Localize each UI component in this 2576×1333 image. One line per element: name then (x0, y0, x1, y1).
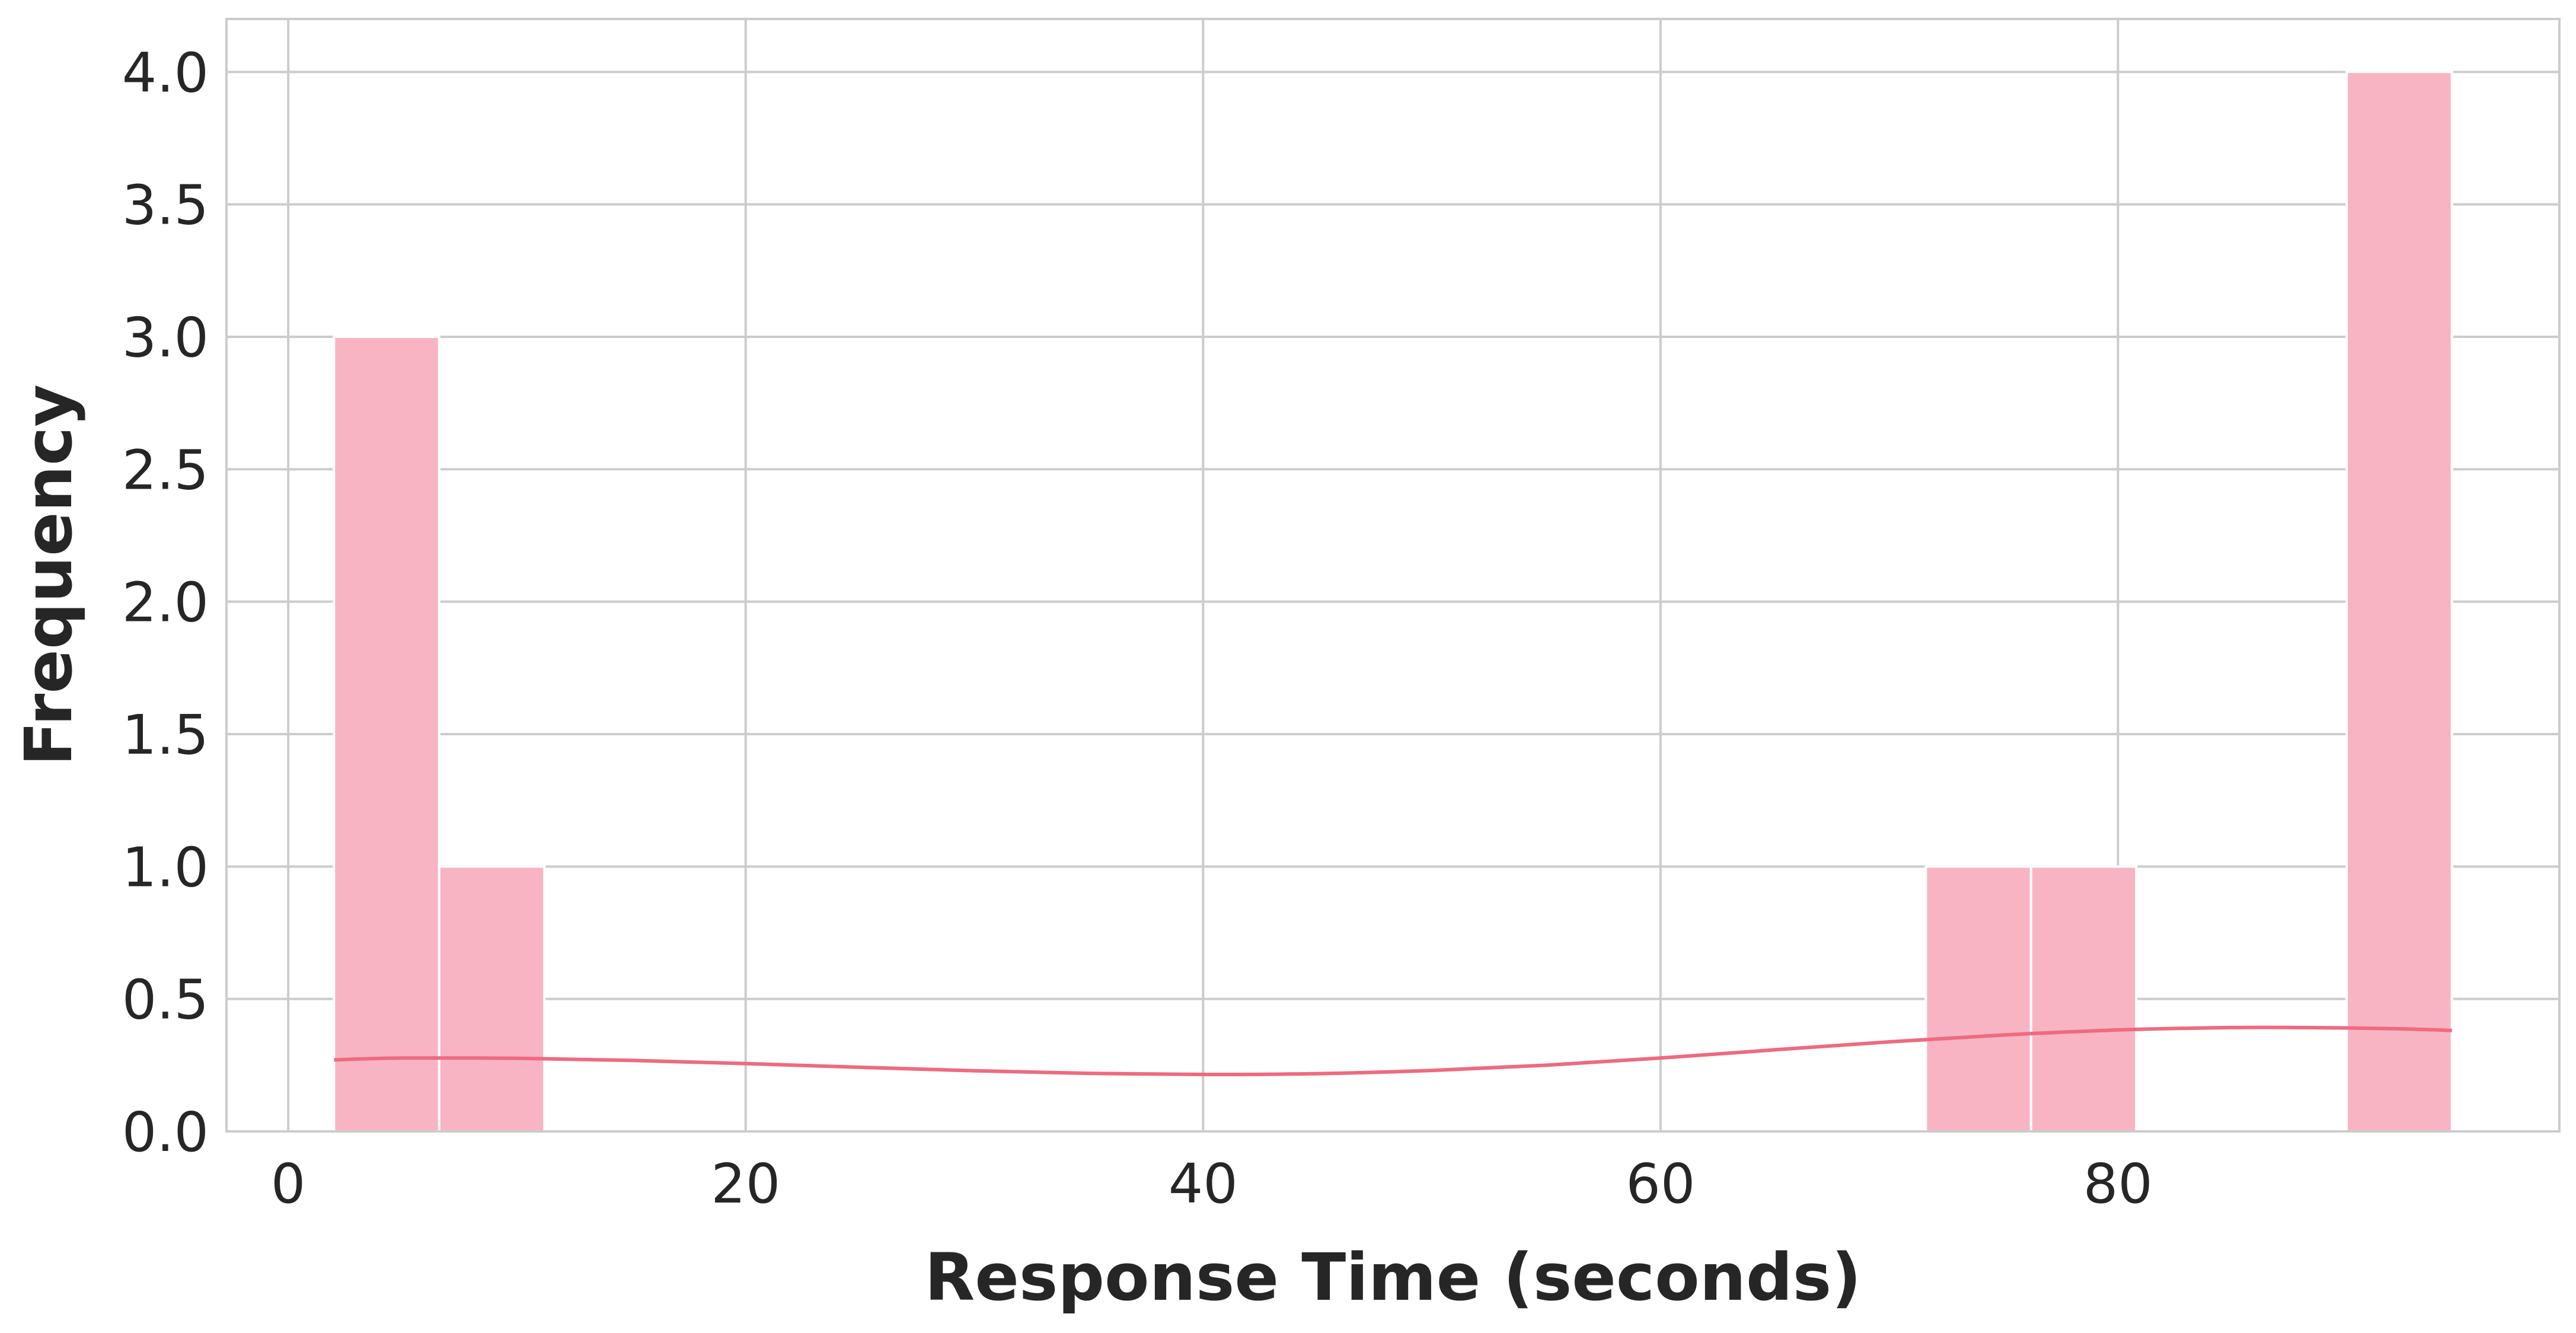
x-tick-label-20: 20 (711, 1152, 780, 1216)
y-tick-label-4.0: 4.0 (122, 41, 209, 104)
kde-line-layer (334, 1025, 2452, 1076)
y-tick-label-3.5: 3.5 (122, 174, 209, 237)
histogram-bar-1 (333, 336, 440, 1133)
x-tick-label-0: 0 (271, 1152, 306, 1216)
histogram-bar-5 (2345, 71, 2453, 1133)
y-axis-title: Frequency (11, 384, 87, 766)
histogram-bars (333, 71, 2453, 1133)
y-tick-label-1.5: 1.5 (122, 703, 209, 767)
plot-frame (225, 18, 2561, 1133)
x-tick-label-60: 60 (1626, 1152, 1695, 1216)
histogram-bar-2 (438, 865, 546, 1133)
grid-lines (226, 19, 2559, 1133)
kde-line (334, 1025, 2452, 1076)
y-tick-label-1.0: 1.0 (122, 835, 209, 899)
y-tick-label-0.0: 0.0 (122, 1101, 209, 1164)
y-tick-label-2.0: 2.0 (122, 571, 209, 634)
histogram-bar-3 (1924, 865, 2032, 1133)
histogram-bar-4 (2029, 865, 2138, 1133)
tick-labels: 0 20 40 60 80 0.0 0.5 1.0 1.5 2.0 2.5 3.0 3.5 4.0 (122, 41, 2153, 1216)
x-tick-label-40: 40 (1169, 1152, 1238, 1216)
y-tick-label-3.0: 3.0 (122, 306, 209, 369)
x-axis-title: Response Time (seconds) (925, 1239, 1862, 1315)
y-tick-label-2.5: 2.5 (122, 438, 209, 502)
x-tick-label-80: 80 (2083, 1152, 2153, 1216)
y-tick-label-0.5: 0.5 (122, 968, 209, 1032)
